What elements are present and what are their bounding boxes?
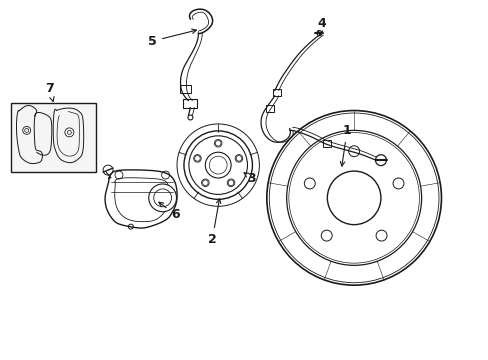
Text: 5: 5	[148, 29, 196, 48]
Bar	[272, 89, 280, 96]
Text: 2: 2	[207, 199, 221, 246]
Bar	[183, 99, 197, 108]
Text: 4: 4	[316, 17, 325, 36]
Circle shape	[148, 184, 176, 212]
Bar	[179, 85, 191, 93]
Text: 7: 7	[45, 82, 54, 102]
Bar	[323, 140, 331, 147]
Circle shape	[375, 155, 386, 166]
Bar	[11, 103, 96, 172]
Circle shape	[153, 189, 171, 207]
Text: 6: 6	[159, 202, 180, 221]
Text: 1: 1	[340, 124, 351, 166]
Text: 3: 3	[244, 171, 256, 185]
Bar	[265, 105, 273, 112]
Circle shape	[187, 115, 192, 120]
